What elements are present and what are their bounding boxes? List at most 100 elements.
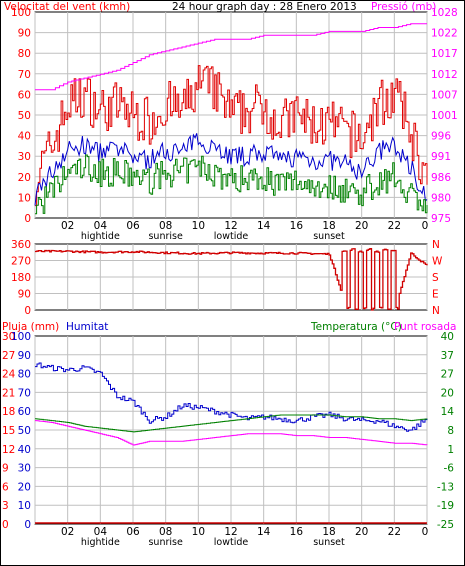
compass-tick-label: W bbox=[432, 256, 443, 268]
pressure-tick-label: 1028 bbox=[431, 7, 458, 19]
rain-tick-label: 21 bbox=[2, 387, 15, 399]
dewpoint-label: Punt rosada bbox=[394, 321, 457, 333]
pressure-tick-label: 1001 bbox=[431, 110, 458, 122]
rain-tick-label: 18 bbox=[2, 406, 15, 418]
event-label: sunrise bbox=[148, 537, 182, 548]
rain-tick-label: 12 bbox=[2, 444, 15, 456]
temperature-tick-label: -6 bbox=[444, 463, 455, 475]
chart-title: 24 hour graph day : 28 Enero 2013 bbox=[172, 1, 357, 13]
wind-tick-label: 60 bbox=[18, 89, 31, 101]
x-tick-label: 10 bbox=[192, 220, 205, 232]
rain-tick-label: 24 bbox=[2, 369, 16, 381]
rain-tick-label: 9 bbox=[2, 463, 9, 475]
x-tick-label: 16 bbox=[290, 526, 304, 538]
event-label: lowtide bbox=[214, 231, 249, 242]
x-tick-label: 08 bbox=[159, 526, 172, 538]
temperature-tick-label: 20 bbox=[441, 387, 454, 399]
humidity-tick-label: 100 bbox=[11, 331, 31, 343]
temperature-tick-label: 37 bbox=[441, 350, 454, 362]
compass-tick-label: N bbox=[432, 239, 440, 251]
rain-tick-label: 30 bbox=[2, 331, 15, 343]
humidity-tick-label: 70 bbox=[18, 387, 31, 399]
x-tick-label: 06 bbox=[126, 220, 140, 232]
pressure-tick-label: 980 bbox=[431, 192, 451, 204]
x-tick-label: 20 bbox=[355, 526, 368, 538]
direction-tick-label: 360 bbox=[11, 239, 31, 251]
pressure-series bbox=[35, 23, 427, 91]
pressure-tick-label: 1007 bbox=[431, 89, 458, 101]
wind-tick-label: 0 bbox=[24, 213, 31, 225]
temperature-label: Temperatura (°C) bbox=[311, 321, 402, 333]
temperature-tick-label: 8 bbox=[447, 425, 454, 437]
humidity-tick-label: 60 bbox=[18, 406, 31, 418]
temperature-tick-label: -25 bbox=[437, 519, 454, 531]
x-tick-label: 0 bbox=[422, 220, 429, 232]
temperature-series bbox=[35, 414, 428, 433]
wind-tick-label: 10 bbox=[18, 192, 31, 204]
wind-low-series bbox=[35, 154, 428, 215]
rain-tick-label: 15 bbox=[2, 425, 15, 437]
direction-tick-label: 90 bbox=[18, 289, 31, 301]
wind-tick-label: 80 bbox=[18, 48, 31, 60]
humidity-tick-label: 0 bbox=[24, 519, 31, 531]
temperature-tick-label: 14 bbox=[441, 406, 455, 418]
wind-tick-label: 50 bbox=[18, 110, 31, 122]
compass-tick-label: S bbox=[432, 272, 439, 284]
rain-tick-label: 0 bbox=[2, 519, 9, 531]
x-tick-label: 10 bbox=[192, 526, 205, 538]
x-tick-label: 18 bbox=[322, 526, 335, 538]
compass-tick-label: E bbox=[432, 289, 439, 301]
rain-tick-label: 3 bbox=[2, 500, 9, 512]
wind-tick-label: 100 bbox=[11, 7, 31, 19]
rain-label: Pluja (mm) bbox=[2, 321, 60, 333]
wind-direction-series bbox=[35, 248, 428, 311]
event-label: sunset bbox=[313, 231, 345, 242]
x-tick-label: 06 bbox=[126, 526, 140, 538]
x-tick-label: 22 bbox=[388, 526, 401, 538]
rain-tick-label: 6 bbox=[2, 481, 9, 493]
x-tick-label: 12 bbox=[224, 220, 237, 232]
temperature-tick-label: -13 bbox=[437, 481, 454, 493]
x-tick-label: 16 bbox=[290, 220, 304, 232]
temperature-tick-label: 1 bbox=[447, 444, 454, 456]
humidity-tick-label: 30 bbox=[18, 463, 31, 475]
x-tick-label: 08 bbox=[159, 220, 172, 232]
pressure-tick-label: 986 bbox=[431, 172, 451, 184]
compass-tick-label: N bbox=[432, 305, 440, 317]
event-label: lowtide bbox=[214, 537, 249, 548]
event-label: sunset bbox=[313, 537, 345, 548]
humidity-tick-label: 90 bbox=[18, 350, 31, 362]
x-tick-label: 22 bbox=[388, 220, 401, 232]
humidity-label: Humitat bbox=[66, 321, 109, 333]
x-tick-label: 0 bbox=[422, 526, 429, 538]
pressure-tick-label: 1012 bbox=[431, 69, 458, 81]
temperature-tick-label: 27 bbox=[441, 369, 454, 381]
wind-average-series bbox=[34, 133, 428, 206]
humidity-tick-label: 80 bbox=[18, 369, 31, 381]
x-tick-label: 20 bbox=[355, 220, 368, 232]
pressure-tick-label: 991 bbox=[431, 151, 451, 163]
pressure-tick-label: 975 bbox=[431, 213, 451, 225]
x-tick-label: 18 bbox=[322, 220, 335, 232]
event-label: hightide bbox=[81, 231, 120, 242]
wind-speed-label: Velocitat del vent (kmh) bbox=[4, 1, 131, 13]
pressure-tick-label: 1017 bbox=[431, 48, 458, 60]
x-tick-label: 04 bbox=[94, 526, 108, 538]
temperature-tick-label: -19 bbox=[437, 500, 454, 512]
wind-tick-label: 20 bbox=[18, 172, 31, 184]
rain-tick-label: 27 bbox=[2, 350, 15, 362]
wind-tick-label: 30 bbox=[18, 151, 31, 163]
pressure-tick-label: 996 bbox=[431, 131, 451, 143]
x-tick-label: 02 bbox=[61, 220, 74, 232]
wind-tick-label: 70 bbox=[18, 69, 31, 81]
humidity-tick-label: 40 bbox=[18, 444, 31, 456]
direction-tick-label: 270 bbox=[11, 256, 31, 268]
humidity-tick-label: 10 bbox=[18, 500, 31, 512]
dewpoint-series bbox=[35, 420, 428, 446]
humidity-tick-label: 50 bbox=[18, 425, 31, 437]
event-label: sunrise bbox=[148, 231, 182, 242]
x-tick-label: 14 bbox=[257, 526, 271, 538]
event-label: hightide bbox=[81, 537, 120, 548]
